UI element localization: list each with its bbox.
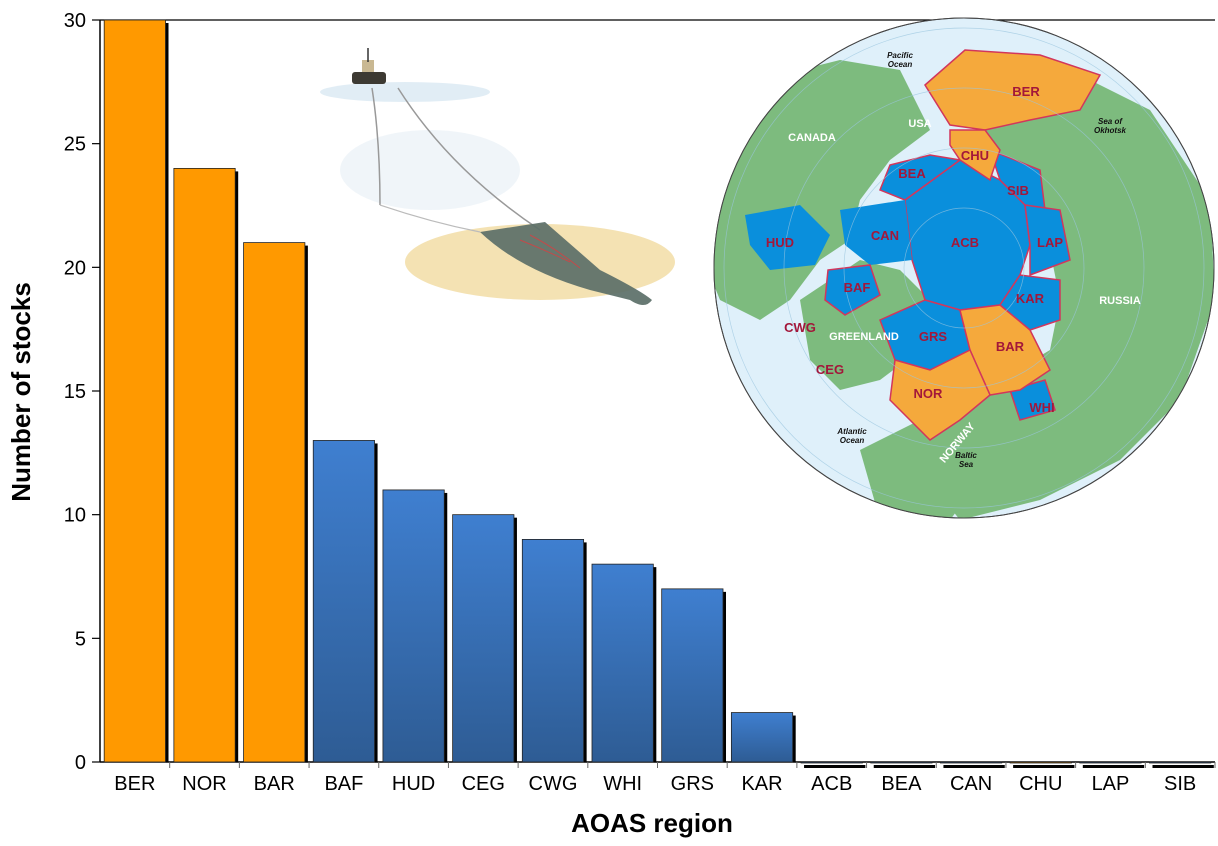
map-sea-label: Atlantic Ocean: [836, 427, 867, 445]
y-tick-label: 15: [64, 381, 86, 403]
x-tick-label: BAR: [254, 773, 295, 795]
y-tick-label: 5: [75, 628, 86, 650]
map-sea-labels: Pacific Ocean Sea of Okhotsk Atlantic Ocean Ba…: [836, 51, 1126, 469]
bar-grs: [661, 588, 724, 763]
x-tick-label: WHI: [603, 773, 642, 795]
map-label-baf: BAF: [844, 280, 871, 295]
y-tick-label: 30: [64, 10, 86, 32]
x-tick-label: BAF: [324, 773, 363, 795]
land-europe: [860, 420, 980, 518]
map-label-ceg: CEG: [816, 362, 844, 377]
bar-kar: [730, 712, 794, 763]
x-tick-label: BER: [114, 773, 155, 795]
map-sea-label: Baltic Sea: [955, 451, 977, 469]
map-label-lap: LAP: [1037, 235, 1063, 250]
land-eurasia: [920, 60, 1214, 518]
region-can-shape: [840, 200, 912, 265]
bar-nor: [173, 167, 236, 763]
map-label-kar: KAR: [1016, 291, 1045, 306]
y-tick-label: 20: [64, 257, 86, 279]
bar-can: [940, 761, 1003, 764]
x-tick-label: CHU: [1019, 773, 1062, 795]
map-sea-label: Sea of Okhotsk: [1094, 117, 1127, 135]
map-label-sib: SIB: [1007, 183, 1029, 198]
bar-hud: [382, 489, 445, 763]
bars: [103, 19, 1214, 768]
bar-shadow: [804, 765, 866, 768]
bar-cwg: [521, 539, 585, 763]
map-label-ber: BER: [1012, 84, 1040, 99]
x-tick-label: SIB: [1164, 773, 1196, 795]
arctic-map: BER CHU BEA SIB HUD CAN ACB LAP BAF KAR CWG GRS BAR C…: [713, 17, 1215, 519]
x-tick-label: NOR: [182, 773, 226, 795]
map-label-chu: CHU: [961, 148, 989, 163]
y-tick-labels: 0 5 10 15 20 25 30: [64, 10, 100, 774]
bar-bea: [870, 761, 933, 764]
x-tick-label: BEA: [881, 773, 922, 795]
map-label-nor: NOR: [914, 386, 944, 401]
region-hud-shape: [745, 205, 830, 270]
region-lap-shape: [1024, 204, 1071, 277]
map-label-whi: WHI: [1029, 400, 1054, 415]
map-label-grs: GRS: [919, 329, 948, 344]
boat-icon: [352, 48, 386, 84]
x-tick-label: GRS: [671, 773, 714, 795]
x-axis-title: AOAS region: [571, 808, 733, 838]
trawl-net-icon: [480, 222, 652, 305]
region-chu-shape: [949, 129, 1001, 182]
map-label-hud: HUD: [766, 235, 794, 250]
x-tick-label: KAR: [741, 773, 782, 795]
map-region-labels: BER CHU BEA SIB HUD CAN ACB LAP BAF KAR CWG GRS BAR C…: [766, 84, 1063, 415]
region-nor-shape: [889, 348, 991, 441]
trawler-illustration: [320, 48, 675, 305]
y-axis-title: Number of stocks: [6, 282, 36, 502]
map-country-usa: USA: [908, 118, 931, 130]
map-label-cwg: CWG: [784, 320, 816, 335]
y-tick-label: 25: [64, 134, 86, 156]
bar-lap: [1079, 761, 1142, 764]
x-tick-label: ACB: [811, 773, 852, 795]
x-tick-label: HUD: [392, 773, 435, 795]
map-label-acb: ACB: [951, 235, 979, 250]
map-label-bea: BEA: [898, 166, 926, 181]
y-tick-label: 10: [64, 505, 86, 527]
bar-acb: [800, 761, 863, 764]
map-country-greenland: GREENLAND: [829, 331, 899, 343]
bar-shadow: [1082, 765, 1145, 768]
y-tick-label: 0: [75, 752, 86, 774]
bar-ceg: [452, 514, 515, 763]
region-baf-shape: [824, 264, 881, 316]
x-tick-label: CWG: [529, 773, 578, 795]
bar-baf: [312, 440, 375, 763]
region-ber-shape: [924, 49, 1102, 131]
bar-bar: [243, 242, 306, 763]
x-tick-label: CAN: [950, 773, 992, 795]
bar-whi: [591, 563, 654, 763]
x-tick-labels: BER NOR BAR BAF HUD CEG CWG WHI GRS KAR ACB BEA CAN C…: [114, 762, 1216, 795]
map-label-can: CAN: [871, 228, 899, 243]
map-country-canada: CANADA: [788, 132, 836, 144]
bar-shadow: [1152, 765, 1214, 768]
bar-shadow: [943, 765, 1005, 768]
bar-ber: [103, 19, 166, 763]
map-country-russia: RUSSIA: [1099, 295, 1141, 307]
bar-shadow: [873, 765, 936, 768]
x-tick-label: LAP: [1092, 773, 1130, 795]
map-sea-label: Pacific Ocean: [887, 51, 913, 69]
bar-shadow: [1013, 765, 1075, 768]
bar-sib: [1149, 761, 1212, 764]
bar-chu: [1009, 761, 1072, 764]
x-tick-label: CEG: [462, 773, 505, 795]
map-label-bar: BAR: [996, 339, 1025, 354]
